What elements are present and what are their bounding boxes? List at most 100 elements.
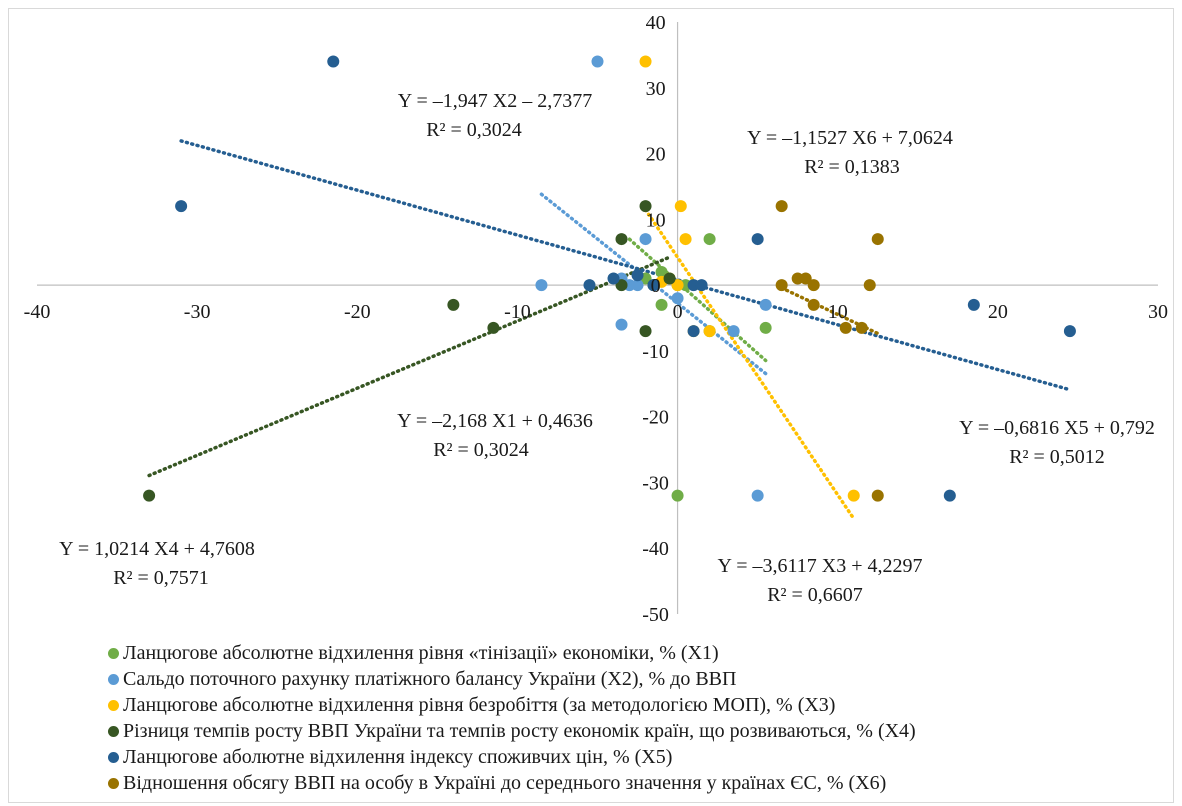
- legend-item-x1: Ланцюгове абсолютне відхилення рівня «ті…: [108, 640, 1168, 666]
- y-tick-label: -50: [642, 604, 669, 626]
- x-tick-label: -30: [184, 301, 211, 323]
- data-point-x3: [703, 325, 716, 338]
- trendline-x5: [179, 139, 1072, 392]
- legend-marker-x5: [108, 751, 119, 763]
- data-point-x4: [639, 200, 652, 213]
- x-tick-label: -40: [24, 301, 51, 323]
- legend-marker-x6: [108, 777, 119, 789]
- legend-item-x4: Різниця темпів росту ВВП України та темп…: [108, 718, 1168, 744]
- r2-x6: R² = 0,1383: [804, 156, 900, 178]
- data-point-x3: [674, 200, 687, 213]
- data-point-x6: [863, 279, 876, 292]
- data-point-x2: [631, 279, 644, 292]
- legend-label-x1: Ланцюгове абсолютне відхилення рівня «ті…: [123, 641, 719, 664]
- data-point-x6: [855, 321, 868, 334]
- data-point-x4: [615, 279, 628, 292]
- data-point-x6: [807, 298, 820, 311]
- data-point-x6: [871, 233, 884, 246]
- r2-x4: R² = 0,7571: [113, 567, 209, 589]
- trendline-x4: [147, 255, 672, 478]
- chart-frame: [8, 8, 1174, 803]
- data-point-x5: [583, 279, 596, 292]
- data-point-x5: [631, 269, 644, 282]
- data-point-x1: [671, 489, 684, 502]
- legend-item-x2: Сальдо поточного рахунку платіжного бала…: [108, 666, 1168, 692]
- x-tick-label: 0: [673, 301, 683, 323]
- data-point-x6: [871, 489, 884, 502]
- data-point-x3: [847, 489, 860, 502]
- data-point-x1: [655, 298, 668, 311]
- data-point-x2: [751, 489, 764, 502]
- data-point-x5: [607, 272, 620, 285]
- x-tick-label: -20: [344, 301, 371, 323]
- data-point-x2: [727, 325, 740, 338]
- data-point-x1: [655, 265, 668, 278]
- data-point-x5: [327, 55, 340, 68]
- x-tick-label: 30: [1148, 301, 1168, 323]
- data-point-x2: [535, 279, 548, 292]
- data-point-x2: [591, 55, 604, 68]
- trendline-x3: [643, 208, 856, 521]
- tick-labels-layer: -40 -30 -20 -10 0 10 20 30403020100-10-20-30-40…: [24, 12, 1168, 626]
- legend-label-x2: Сальдо поточного рахунку платіжного бала…: [123, 667, 737, 690]
- legend-item-x5: Ланцюгове аболютне відхилення індексу сп…: [108, 744, 1168, 770]
- data-point-x5: [647, 279, 660, 292]
- equation-x3: Y = –3,6117 X3 + 4,2297: [718, 555, 923, 577]
- legend-item-x3: Ланцюгове абсолютне відхилення рівня без…: [108, 692, 1168, 718]
- data-point-x5: [751, 233, 764, 246]
- data-point-x3: [671, 279, 684, 292]
- data-point-x2: [615, 318, 628, 331]
- y-tick-label: 30: [646, 78, 666, 100]
- y-tick-label: -30: [642, 472, 669, 494]
- legend-label-x5: Ланцюгове аболютне відхилення індексу сп…: [123, 745, 673, 768]
- legend-marker-x1: [108, 647, 119, 659]
- trendlines-layer: [147, 139, 1072, 521]
- data-point-x5: [175, 200, 188, 213]
- equations-layer: Y = –2,168 X1 + 0,4636 R² = 0,3024 Y = –…: [59, 90, 1155, 606]
- r2-x5: R² = 0,5012: [1009, 446, 1105, 468]
- legend-label-x3: Ланцюгове абсолютне відхилення рівня без…: [123, 693, 836, 716]
- equation-x6: Y = –1,1527 X6 + 7,0624: [747, 127, 953, 149]
- x-tick-label: 20: [988, 301, 1008, 323]
- legend-label-x6: Відношення обсягу ВВП на особу в Україні…: [123, 771, 887, 794]
- legend: Ланцюгове абсолютне відхилення рівня «ті…: [108, 640, 1168, 796]
- equation-x2: Y = –1,947 X2 – 2,7377: [398, 90, 592, 112]
- equation-x4: Y = 1,0214 Х4 + 4,7608: [59, 538, 255, 560]
- y-tick-label: 20: [646, 144, 666, 166]
- data-point-x5: [967, 298, 980, 311]
- r2-x1: R² = 0,3024: [433, 439, 529, 461]
- legend-marker-x4: [108, 725, 119, 737]
- data-point-x5: [1063, 325, 1076, 338]
- y-tick-label: 40: [646, 12, 666, 34]
- data-point-x6: [791, 272, 804, 285]
- data-point-x6: [775, 279, 788, 292]
- equation-x5: Y = –0,6816 X5 + 0,792: [959, 417, 1155, 439]
- data-point-x1: [703, 233, 716, 246]
- data-point-x4: [663, 272, 676, 285]
- data-point-x5: [687, 325, 700, 338]
- legend-marker-x2: [108, 673, 119, 685]
- points-layer: [143, 55, 1076, 502]
- data-point-x2: [639, 233, 652, 246]
- y-tick-label: -10: [642, 341, 669, 363]
- x-tick-label: 10: [828, 301, 848, 323]
- data-point-x3: [639, 55, 652, 68]
- x-tick-label: -10: [504, 301, 531, 323]
- legend-label-x4: Різниця темпів росту ВВП України та темп…: [123, 719, 916, 742]
- equation-x1: Y = –2,168 X1 + 0,4636: [397, 410, 593, 432]
- r2-x2: R² = 0,3024: [426, 119, 522, 141]
- y-tick-label: -40: [642, 538, 669, 560]
- data-point-x6: [775, 200, 788, 213]
- data-point-x5: [943, 489, 956, 502]
- data-point-x2: [671, 292, 684, 305]
- r2-x3: R² = 0,6607: [767, 584, 863, 606]
- legend-marker-x3: [108, 699, 119, 711]
- data-point-x4: [143, 489, 156, 502]
- data-point-x1: [759, 321, 772, 334]
- data-point-x2: [759, 298, 772, 311]
- data-point-x4: [639, 325, 652, 338]
- legend-item-x6: Відношення обсягу ВВП на особу в Україні…: [108, 770, 1168, 796]
- data-point-x6: [839, 321, 852, 334]
- data-point-x4: [615, 233, 628, 246]
